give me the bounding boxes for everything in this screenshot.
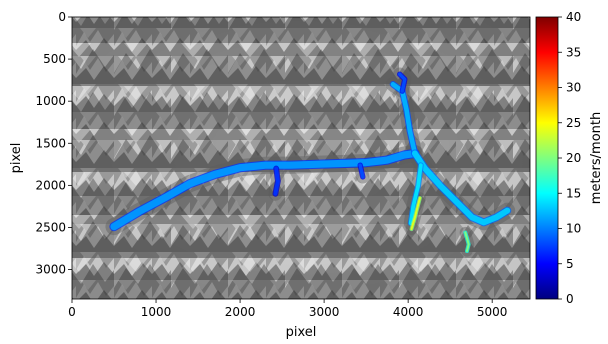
overlay-main-trunk: [110, 149, 419, 231]
velocity-overlay: [109, 71, 512, 253]
colorbar-tick-label: 0: [566, 292, 574, 306]
colorbar-tick-label: 40: [566, 10, 581, 24]
y-tick-label: 0: [58, 10, 66, 24]
overlay-fast-streak: [410, 197, 421, 231]
x-tick-label: 3000: [309, 305, 340, 319]
y-tick-label: 2000: [35, 178, 66, 192]
overlay-east-branch: [411, 150, 511, 226]
x-tick-label: 1000: [141, 305, 172, 319]
y-tick-label: 1500: [35, 136, 66, 150]
x-axis: 0 1000 2000 3000 4000 5000: [68, 299, 507, 319]
x-axis-label: pixel: [286, 325, 317, 340]
colorbar-tick-label: 10: [566, 222, 581, 236]
y-tick-label: 3000: [35, 263, 66, 277]
colorbar-label: meters/month: [589, 112, 604, 204]
y-tick-label: 2500: [35, 220, 66, 234]
overlay-side-inlet-1: [273, 166, 280, 196]
x-tick-label: 5000: [477, 305, 508, 319]
colorbar-tick-label: 25: [566, 116, 581, 130]
colorbar: 0 5 10 15 20 25 30 35 40 meters/month: [535, 10, 604, 306]
colorbar-tick-label: 30: [566, 81, 581, 95]
colorbar-ticks: 0 5 10 15 20 25 30 35 40: [558, 10, 581, 306]
colorbar-tick-label: 35: [566, 45, 581, 59]
overlay-terminus-streak: [464, 231, 470, 252]
y-axis: 0 500 1000 1500 2000 2500 3000: [35, 10, 72, 277]
plot-frame: [71, 16, 531, 300]
colorbar-tick-label: 20: [566, 151, 581, 165]
x-tick-label: 2000: [225, 305, 256, 319]
overlay-upper-tributary: [390, 82, 418, 156]
colorbar-gradient: [535, 16, 559, 300]
y-tick-label: 500: [43, 52, 66, 66]
colorbar-tick-label: 5: [566, 257, 574, 271]
y-axis-label: pixel: [9, 143, 24, 174]
overlay-side-inlet-2: [358, 163, 365, 179]
plot-area: [71, 16, 531, 300]
x-tick-label: 0: [68, 305, 76, 319]
colorbar-tick-label: 15: [566, 186, 581, 200]
y-tick-label: 1000: [35, 94, 66, 108]
x-tick-label: 4000: [393, 305, 424, 319]
terrain-texture-coarse: [72, 17, 530, 299]
overlay-south-branch: [408, 163, 423, 226]
overlay-upper-tributary-head: [398, 72, 407, 93]
